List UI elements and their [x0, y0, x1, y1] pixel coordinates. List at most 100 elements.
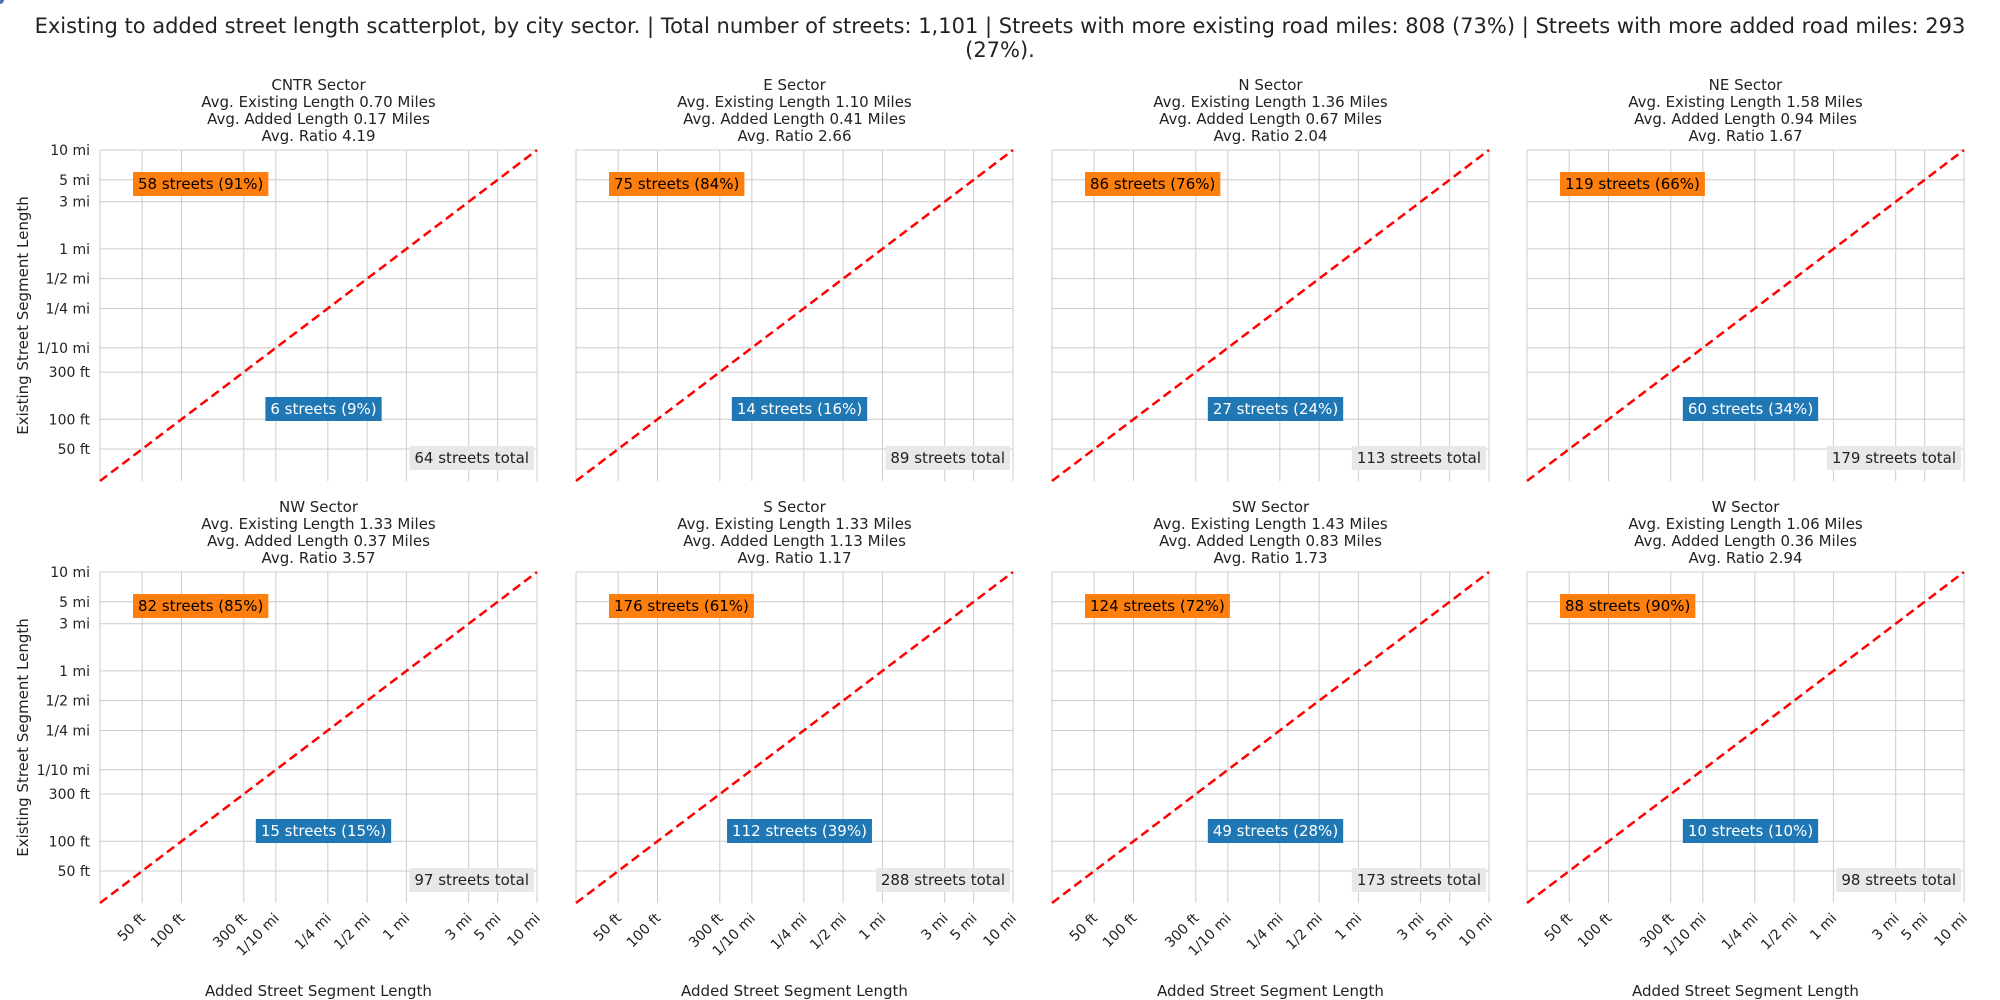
- total-count-label-bg: [1826, 446, 1961, 470]
- existing-count-label-bg: [133, 172, 269, 196]
- avg-added-label: Avg. Added Length 0.94 Miles: [1634, 110, 1857, 128]
- avg-existing-label: Avg. Existing Length 1.33 Miles: [677, 515, 912, 533]
- total-count-label-bg: [885, 446, 1010, 470]
- existing-count-label-bg: [1560, 172, 1705, 196]
- x-tick-label: 100 ft: [1575, 910, 1616, 951]
- x-tick-label: 1/2 mi: [1283, 911, 1326, 954]
- added-count-label: 14 streets (16%): [737, 400, 862, 418]
- y-tick-label: 300 ft: [49, 365, 91, 381]
- added-count-label-bg: [1682, 819, 1819, 843]
- x-tick-label: 5 mi: [947, 911, 980, 944]
- avg-existing-label: Avg. Existing Length 1.33 Miles: [201, 515, 436, 533]
- total-count-label: 98 streets total: [1841, 871, 1956, 889]
- x-axis-label: Added Street Segment Length: [205, 982, 432, 1000]
- avg-added-label: Avg. Added Length 0.83 Miles: [1159, 532, 1382, 550]
- y-tick-label: 300 ft: [49, 787, 91, 803]
- existing-count-label: 124 streets (72%): [1090, 597, 1225, 615]
- y-tick-label: 1/10 mi: [37, 341, 90, 357]
- existing-count-label-bg: [1085, 172, 1221, 196]
- x-tick-label: 1/2 mi: [1758, 911, 1801, 954]
- total-count-label-bg: [1351, 446, 1486, 470]
- x-tick-label: 100 ft: [624, 910, 665, 951]
- x-tick-label: 1/2 mi: [331, 911, 374, 954]
- existing-count-label: 119 streets (66%): [1565, 175, 1700, 193]
- existing-count-label: 86 streets (76%): [1090, 175, 1215, 193]
- added-point: [0, 0, 5, 5]
- reference-line: [1526, 149, 1965, 482]
- x-tick-label: 5 mi: [1423, 911, 1456, 944]
- added-count-label: 27 streets (24%): [1213, 400, 1338, 418]
- total-count-label-bg: [409, 868, 534, 892]
- reference-line: [1051, 149, 1490, 482]
- avg-ratio-label: Avg. Ratio 1.73: [1214, 549, 1328, 567]
- added-count-label-bg: [265, 397, 382, 421]
- x-tick-label: 50 ft: [1542, 910, 1577, 945]
- x-tick-label: 1 mi: [1807, 911, 1840, 944]
- added-count-label: 15 streets (15%): [261, 822, 386, 840]
- added-count-label-bg: [255, 819, 392, 843]
- avg-ratio-label: Avg. Ratio 1.17: [738, 549, 852, 567]
- x-tick-label: 3 mi: [918, 911, 951, 944]
- y-tick-label: 1 mi: [59, 242, 90, 258]
- avg-ratio-label: Avg. Ratio 3.57: [262, 549, 376, 567]
- avg-existing-label: Avg. Existing Length 0.70 Miles: [201, 93, 436, 111]
- avg-added-label: Avg. Added Length 0.17 Miles: [207, 110, 430, 128]
- total-count-label-bg: [1836, 868, 1961, 892]
- reference-line: [575, 149, 1014, 482]
- y-tick-label: 3 mi: [59, 617, 90, 633]
- added-count-label-bg: [1207, 397, 1344, 421]
- x-axis-label: Added Street Segment Length: [681, 982, 908, 1000]
- avg-ratio-label: Avg. Ratio 2.94: [1689, 549, 1803, 567]
- existing-count-label: 75 streets (84%): [614, 175, 739, 193]
- avg-existing-label: Avg. Existing Length 1.06 Miles: [1628, 515, 1863, 533]
- x-tick-label: 1/4 mi: [1244, 911, 1287, 954]
- added-count-label-bg: [1682, 397, 1819, 421]
- panel-title: W Sector: [1712, 498, 1781, 516]
- x-tick-label: 1 mi: [856, 911, 889, 944]
- added-count-label: 60 streets (34%): [1688, 400, 1813, 418]
- existing-count-label-bg: [133, 594, 269, 618]
- x-tick-label: 50 ft: [1067, 910, 1102, 945]
- total-count-label: 97 streets total: [414, 871, 529, 889]
- x-tick-label: 100 ft: [148, 910, 189, 951]
- x-tick-label: 1 mi: [380, 911, 413, 944]
- added-count-label-bg: [727, 819, 872, 843]
- avg-ratio-label: Avg. Ratio 4.19: [262, 127, 376, 145]
- y-tick-label: 1 mi: [59, 664, 90, 680]
- x-axis-label: Added Street Segment Length: [1157, 982, 1384, 1000]
- avg-existing-label: Avg. Existing Length 1.10 Miles: [677, 93, 912, 111]
- avg-ratio-label: Avg. Ratio 2.66: [738, 127, 852, 145]
- y-tick-label: 1/2 mi: [45, 272, 90, 288]
- panel-title: S Sector: [763, 498, 826, 516]
- x-tick-label: 1/4 mi: [292, 911, 335, 954]
- avg-ratio-label: Avg. Ratio 2.04: [1214, 127, 1328, 145]
- x-tick-label: 10 mi: [1931, 911, 1970, 950]
- y-tick-label: 100 ft: [49, 412, 91, 428]
- y-tick-label: 10 mi: [50, 143, 90, 159]
- x-tick-label: 3 mi: [1869, 911, 1902, 944]
- reference-line: [1051, 571, 1490, 904]
- y-axis-label: Existing Street Segment Length: [14, 618, 32, 857]
- y-tick-label: 1/2 mi: [45, 694, 90, 710]
- y-tick-label: 3 mi: [59, 195, 90, 211]
- avg-existing-label: Avg. Existing Length 1.43 Miles: [1153, 515, 1388, 533]
- existing-count-label-bg: [1560, 594, 1696, 618]
- chart-title: Existing to added street length scatterp…: [34, 14, 1966, 62]
- panel-title: CNTR Sector: [271, 76, 366, 94]
- x-tick-label: 100 ft: [1100, 910, 1141, 951]
- total-count-label: 113 streets total: [1357, 449, 1481, 467]
- y-tick-label: 50 ft: [58, 864, 91, 880]
- x-tick-label: 5 mi: [1898, 911, 1931, 944]
- avg-added-label: Avg. Added Length 0.41 Miles: [683, 110, 906, 128]
- avg-existing-label: Avg. Existing Length 1.58 Miles: [1628, 93, 1863, 111]
- x-tick-label: 50 ft: [591, 910, 626, 945]
- panel-title: NE Sector: [1709, 76, 1784, 94]
- existing-count-label: 82 streets (85%): [138, 597, 263, 615]
- reference-line: [99, 571, 538, 904]
- total-count-label-bg: [1351, 868, 1486, 892]
- panel-title: N Sector: [1238, 76, 1303, 94]
- avg-existing-label: Avg. Existing Length 1.36 Miles: [1153, 93, 1388, 111]
